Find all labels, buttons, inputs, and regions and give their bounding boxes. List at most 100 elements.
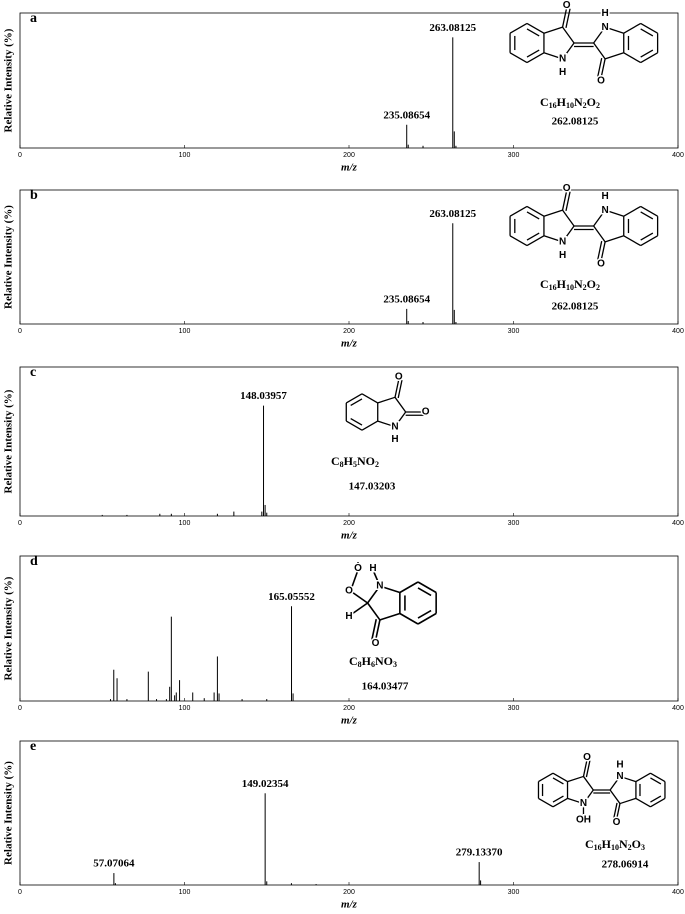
bond — [366, 602, 381, 621]
bond — [379, 612, 401, 621]
atom-label: O — [583, 752, 591, 763]
bond — [600, 58, 606, 79]
bond — [526, 235, 545, 247]
atom-label: H — [559, 67, 566, 78]
bond — [379, 585, 401, 594]
bond — [509, 22, 528, 34]
bond — [650, 777, 662, 785]
bond — [600, 241, 606, 262]
bond — [635, 797, 651, 808]
bond — [562, 225, 575, 243]
x-tick-label: 0 — [18, 520, 22, 527]
bond — [543, 52, 563, 60]
bond — [372, 569, 381, 587]
x-tick-label: 300 — [508, 152, 520, 159]
bond — [623, 205, 642, 217]
bond — [593, 209, 606, 227]
atom-label: N — [559, 236, 566, 247]
x-tick-label: 0 — [18, 152, 22, 159]
bond — [538, 772, 554, 783]
bond — [623, 22, 642, 34]
peak-label: 165.05552 — [268, 591, 315, 603]
atom-label: H — [602, 8, 609, 19]
x-tick-label: 200 — [343, 328, 355, 335]
bond — [526, 28, 540, 37]
bond — [640, 205, 658, 217]
bond — [650, 772, 666, 783]
bond — [562, 42, 575, 60]
x-axis-label: m/z — [341, 338, 358, 350]
bond — [552, 795, 564, 803]
y-axis-label: Relative Intensity (%) — [3, 576, 15, 680]
atom-label: N — [616, 771, 623, 782]
bond — [582, 759, 588, 777]
bond — [619, 797, 637, 805]
atom-label: OH — [576, 815, 591, 826]
x-tick-label: 100 — [179, 889, 191, 896]
bond — [377, 420, 396, 428]
atom-label: O — [372, 638, 380, 649]
molecular-mass: 262.08125 — [552, 116, 599, 128]
panel: e Relative Intensity (%) m/z 0 100 200 300 400 5… — [3, 739, 684, 910]
atom-label: O — [597, 258, 605, 269]
panel-letter: c — [30, 365, 36, 380]
atom-label: H — [559, 250, 566, 261]
peak-label: 263.08125 — [429, 22, 476, 34]
bond — [350, 417, 363, 426]
bond — [552, 797, 568, 808]
peak-label: 235.08654 — [383, 109, 430, 121]
y-axis-label: Relative Intensity (%) — [3, 28, 15, 132]
bond — [543, 26, 563, 34]
bond — [526, 49, 540, 58]
bond — [562, 209, 575, 227]
bond — [567, 775, 584, 783]
x-tick-label: 300 — [508, 705, 520, 712]
bond — [399, 612, 419, 625]
bond — [582, 776, 594, 791]
panel: d Relative Intensity (%) m/z 0 100 200 300 400 1… — [3, 554, 684, 726]
x-tick-label: 400 — [672, 520, 684, 527]
x-tick-label: 200 — [343, 520, 355, 527]
bond — [640, 232, 654, 241]
x-tick-label: 0 — [18, 705, 22, 712]
atom-label: O — [563, 183, 571, 194]
x-tick-label: 300 — [508, 889, 520, 896]
x-tick-label: 0 — [18, 328, 22, 335]
atom-label: O — [345, 586, 353, 597]
panel: b Relative Intensity (%) m/z 0 100 200 300 400 2… — [3, 181, 684, 350]
bond — [350, 398, 363, 407]
bond — [397, 380, 403, 399]
molecular-mass: 262.08125 — [552, 301, 599, 313]
bond — [366, 585, 381, 604]
x-tick-label: 300 — [508, 328, 520, 335]
atom-label: H — [391, 434, 398, 445]
formula: C16H10N2O3 — [585, 837, 645, 852]
bond — [596, 240, 603, 261]
bond — [543, 209, 563, 217]
bond — [565, 8, 571, 29]
atom-label: N — [391, 421, 398, 432]
x-axis-label: m/z — [341, 899, 358, 911]
x-tick-label: 400 — [672, 152, 684, 159]
atom-label: O — [597, 75, 605, 86]
bond — [593, 225, 606, 243]
atom-label: Ȯ — [354, 561, 362, 574]
peak-label: 263.08125 — [429, 208, 476, 220]
x-tick-label: 100 — [179, 152, 191, 159]
peak-label: 57.07064 — [93, 858, 135, 870]
atom-label: N — [559, 53, 566, 64]
bond — [526, 211, 540, 220]
peak-label: 279.13370 — [456, 847, 503, 859]
bond — [394, 411, 407, 428]
bond — [604, 26, 624, 34]
bond — [399, 581, 419, 594]
bond — [593, 26, 606, 44]
x-tick-label: 400 — [672, 705, 684, 712]
bond — [565, 191, 571, 212]
structure: O O NH — [345, 370, 431, 446]
bond — [509, 52, 528, 64]
bond — [615, 803, 621, 821]
bond — [374, 619, 381, 641]
